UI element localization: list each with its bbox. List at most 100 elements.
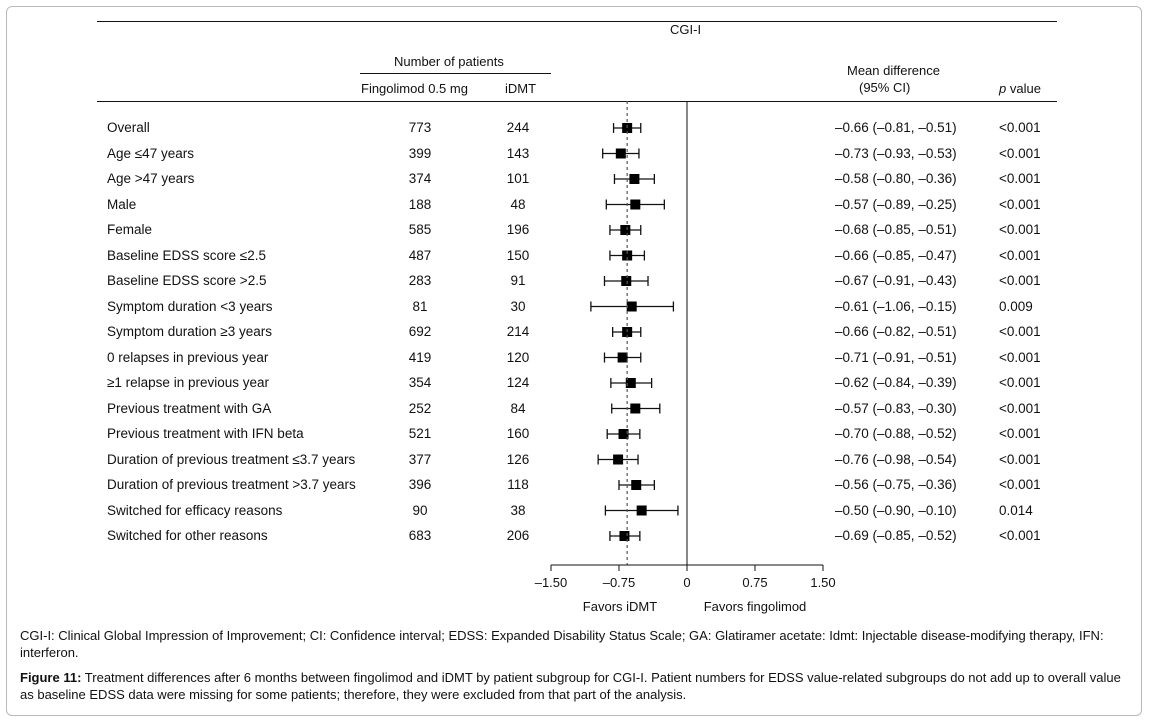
point-estimate xyxy=(625,378,636,388)
idmt-count: 91 xyxy=(510,273,526,288)
p-value: 0.014 xyxy=(999,502,1033,518)
row-label: Symptom duration <3 years xyxy=(107,298,273,314)
p-italic: p xyxy=(999,81,1007,96)
point-estimate xyxy=(620,225,631,235)
p-value: <0.001 xyxy=(999,375,1041,390)
fingolimod-count: 396 xyxy=(408,477,432,492)
fingolimod-count: 90 xyxy=(412,502,428,518)
fingolimod-count: 377 xyxy=(408,451,432,467)
row-label: Female xyxy=(107,222,153,237)
idmt-count: 84 xyxy=(510,400,526,416)
mean-difference-ci: –0.71 (–0.91, –0.51) xyxy=(835,349,957,365)
idmt-count: 244 xyxy=(506,120,530,135)
mean-difference-ci: –0.62 (–0.84, –0.39) xyxy=(835,375,957,390)
row-label: ≥1 relapse in previous year xyxy=(107,375,269,390)
favors-idmt-label: Favors iDMT xyxy=(583,599,657,614)
fingolimod-count: 252 xyxy=(408,400,432,416)
fingolimod-count: 283 xyxy=(408,273,432,288)
favors-fingolimod-label: Favors fingolimod xyxy=(704,599,807,614)
point-estimate xyxy=(631,480,642,490)
mean-difference-ci: –0.66 (–0.82, –0.51) xyxy=(835,324,957,339)
point-estimate xyxy=(629,174,640,184)
p-value: <0.001 xyxy=(999,528,1041,543)
mean-difference-header: Mean difference xyxy=(847,63,940,78)
fingolimod-count: 188 xyxy=(408,196,432,212)
number-of-patients-header: Number of patients xyxy=(394,54,504,69)
mean-difference-ci: –0.57 (–0.83, –0.30) xyxy=(835,400,957,416)
mean-difference-ci: –0.69 (–0.85, –0.52) xyxy=(835,528,957,543)
figure-label: Figure 11: xyxy=(20,670,82,685)
p-value: <0.001 xyxy=(999,222,1041,237)
idmt-count: 38 xyxy=(510,502,526,518)
mean-difference-ci: –0.66 (–0.85, –0.47) xyxy=(835,247,957,263)
mean-difference-ci: –0.58 (–0.80, –0.36) xyxy=(835,171,957,186)
patients-subrule xyxy=(360,73,551,74)
point-estimate xyxy=(613,454,624,465)
p-value: <0.001 xyxy=(999,400,1041,416)
footnote: CGI-I: Clinical Global Impression of Imp… xyxy=(20,628,1104,660)
idmt-count: 124 xyxy=(506,375,530,390)
top-rule xyxy=(97,21,1057,22)
row-label: Switched for efficacy reasons xyxy=(107,502,283,518)
x-tick-label: 1.50 xyxy=(810,575,835,590)
idmt-count: 126 xyxy=(506,451,530,467)
p-value: <0.001 xyxy=(999,426,1041,441)
point-estimate xyxy=(621,276,632,286)
p-value: <0.001 xyxy=(999,273,1041,288)
idmt-count: 150 xyxy=(506,247,530,263)
idmt-count: 196 xyxy=(506,222,530,237)
p-value: <0.001 xyxy=(999,171,1041,186)
p-value: <0.001 xyxy=(999,324,1041,339)
point-estimate xyxy=(617,352,628,363)
mean-difference-ci: –0.66 (–0.81, –0.51) xyxy=(835,120,957,135)
fingolimod-count: 419 xyxy=(408,349,432,365)
fingolimod-count: 374 xyxy=(408,171,432,186)
x-tick-label: 0.75 xyxy=(742,575,767,590)
point-estimate xyxy=(636,505,647,516)
idmt-count: 206 xyxy=(506,528,530,543)
row-label: Previous treatment with GA xyxy=(107,400,272,416)
p-value: 0.009 xyxy=(999,298,1033,314)
row-label: 0 relapses in previous year xyxy=(107,349,269,365)
fingolimod-count: 487 xyxy=(408,247,432,263)
fingolimod-header: Fingolimod 0.5 mg xyxy=(361,81,468,96)
p-value: <0.001 xyxy=(999,120,1041,135)
point-estimate xyxy=(615,148,626,159)
idmt-count: 101 xyxy=(506,171,530,186)
p-value: <0.001 xyxy=(999,451,1041,467)
idmt-count: 30 xyxy=(510,298,526,314)
fingolimod-count: 692 xyxy=(408,324,432,339)
mean-difference-ci: –0.57 (–0.89, –0.25) xyxy=(835,196,957,212)
figure-caption: Figure 11: Treatment differences after 6… xyxy=(20,669,1135,703)
point-estimate xyxy=(630,199,641,210)
header-bottom-rule xyxy=(97,101,1057,102)
mean-difference-ci: –0.56 (–0.75, –0.36) xyxy=(835,477,957,492)
mean-difference-ci: –0.73 (–0.93, –0.53) xyxy=(835,145,957,161)
p-value: <0.001 xyxy=(999,196,1041,212)
fingolimod-count: 354 xyxy=(408,375,432,390)
mean-difference-ci: –0.68 (–0.85, –0.51) xyxy=(835,222,957,237)
x-tick-label: –1.50 xyxy=(535,575,568,590)
p-value-rest: value xyxy=(1006,81,1041,96)
row-label: Previous treatment with IFN beta xyxy=(107,426,304,441)
row-label: Age >47 years xyxy=(107,171,195,186)
forest-plot: –1.50 –0.75 0 0.75 1.50 Favors iDMT Favors fin… xyxy=(535,101,836,614)
row-label: Duration of previous treatment ≤3.7 year… xyxy=(107,451,356,467)
point-estimate xyxy=(630,403,641,414)
p-value: <0.001 xyxy=(999,145,1041,161)
idmt-count: 160 xyxy=(506,426,530,441)
row-label: Overall xyxy=(107,120,150,135)
mean-difference-ci: –0.76 (–0.98, –0.54) xyxy=(835,451,957,467)
idmt-header: iDMT xyxy=(505,81,537,96)
row-label: Switched for other reasons xyxy=(107,528,268,543)
fingolimod-count: 773 xyxy=(408,120,432,135)
fingolimod-count: 585 xyxy=(408,222,432,237)
mean-difference-ci: –0.70 (–0.88, –0.52) xyxy=(835,426,957,441)
fingolimod-count: 81 xyxy=(412,298,428,314)
mean-difference-ci: –0.61 (–1.06, –0.15) xyxy=(835,298,957,314)
fingolimod-count: 399 xyxy=(408,145,432,161)
point-estimate xyxy=(626,301,637,312)
mean-difference-ci: –0.67 (–0.91, –0.43) xyxy=(835,273,957,288)
fingolimod-count: 683 xyxy=(408,528,432,543)
x-tick-label: –0.75 xyxy=(603,575,636,590)
